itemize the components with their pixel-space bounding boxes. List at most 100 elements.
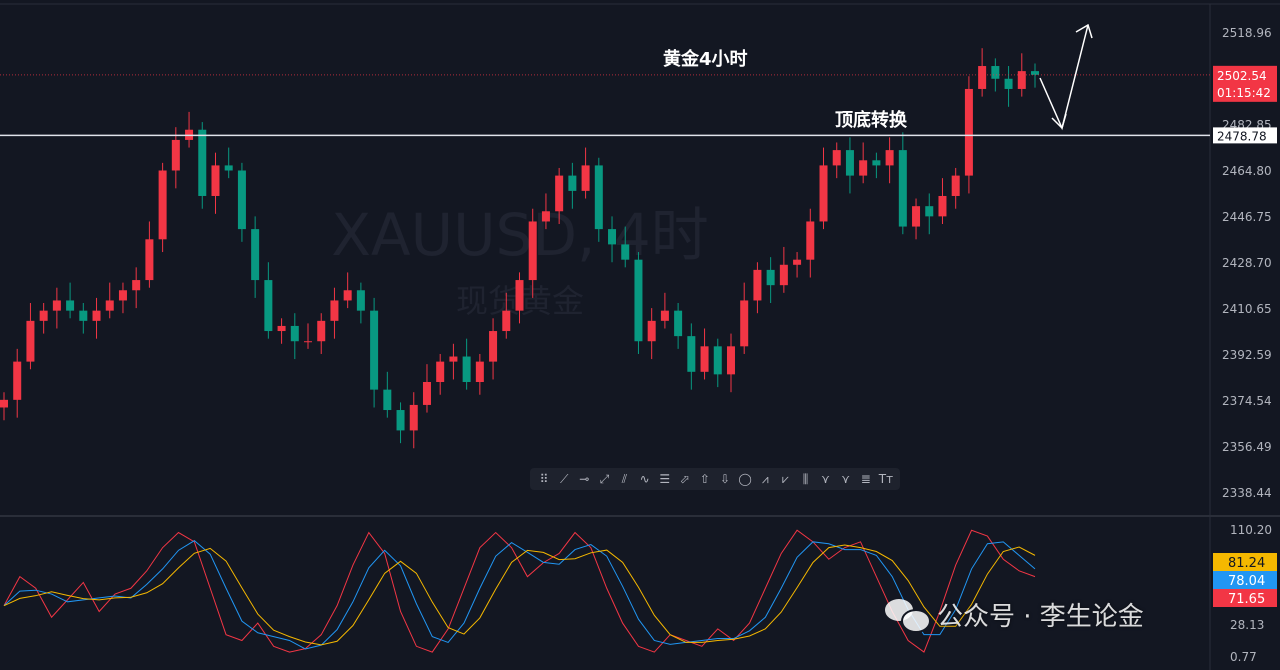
candle-body bbox=[713, 346, 722, 375]
price-tick-label: 2518.96 bbox=[1222, 26, 1272, 40]
candle-body bbox=[13, 361, 22, 400]
oscillator-value-red: 71.65 bbox=[1228, 592, 1265, 607]
candle-body bbox=[647, 320, 656, 342]
text-icon[interactable]: Tт bbox=[878, 472, 894, 486]
oscillator-value-yellow: 81.24 bbox=[1228, 556, 1265, 571]
date-range-icon[interactable]: ☰ bbox=[659, 472, 671, 486]
candle-body bbox=[317, 320, 326, 342]
horizontal-ray-icon[interactable]: ⊸ bbox=[579, 472, 590, 486]
candle-body bbox=[475, 361, 484, 383]
countdown-label: 01:15:42 bbox=[1217, 86, 1271, 100]
candle-body bbox=[898, 150, 907, 227]
xabcd-icon[interactable]: ⋎ bbox=[821, 472, 830, 486]
candle-body bbox=[938, 195, 947, 217]
short-position-icon[interactable]: ⩗ bbox=[781, 471, 789, 486]
candle-body bbox=[925, 206, 934, 217]
candle-body bbox=[237, 170, 246, 230]
wechat-icon bbox=[885, 597, 931, 633]
fib-retracement-icon[interactable]: ≣ bbox=[860, 472, 871, 486]
candle-body bbox=[1017, 71, 1026, 89]
oscillator-badge-yellow bbox=[1213, 553, 1277, 571]
candle-body bbox=[118, 290, 127, 301]
candle-body bbox=[594, 165, 603, 230]
arrow-marker-icon[interactable]: ⬀ bbox=[679, 472, 690, 486]
candle-body bbox=[885, 150, 894, 166]
candle-body bbox=[608, 229, 617, 245]
candle-body bbox=[79, 310, 88, 321]
extended-line-icon[interactable]: ⤢ bbox=[599, 471, 610, 486]
arrow-up-icon[interactable]: ⇧ bbox=[699, 472, 710, 486]
wechat-watermark: 公众号 · 李生论金 bbox=[885, 596, 1144, 633]
candle-body bbox=[105, 300, 114, 311]
candle-body bbox=[740, 300, 749, 347]
candle-body bbox=[1031, 71, 1039, 75]
oscillator-line-blue bbox=[3, 540, 1036, 650]
bars-pattern-icon[interactable]: ⫼ bbox=[802, 471, 809, 486]
candle-body bbox=[343, 290, 352, 301]
candle-body bbox=[819, 165, 828, 222]
candle-body bbox=[779, 264, 788, 286]
abcd-icon[interactable]: ⋎ bbox=[841, 472, 851, 486]
arrow-down-icon[interactable]: ⇩ bbox=[720, 472, 731, 486]
candle-body bbox=[964, 88, 973, 176]
candle-body bbox=[356, 290, 365, 311]
price-tick-label: 2446.75 bbox=[1222, 210, 1272, 224]
candle-body bbox=[264, 280, 273, 332]
price-tick-label: 2392.59 bbox=[1222, 348, 1272, 362]
watermark-text: 公众号 · 李生论金 bbox=[937, 602, 1144, 632]
candle-body bbox=[634, 259, 643, 342]
candle-body bbox=[0, 399, 8, 408]
oscillator-tick-label: 0.77 bbox=[1230, 650, 1257, 664]
candle-body bbox=[687, 336, 696, 372]
ellipse-icon[interactable]: ◯ bbox=[738, 472, 752, 486]
candle-body bbox=[211, 165, 220, 196]
candle-body bbox=[370, 310, 379, 390]
current-price-label: 2502.54 bbox=[1217, 69, 1267, 83]
candle-body bbox=[396, 410, 405, 431]
price-tick-label: 2428.70 bbox=[1222, 256, 1272, 270]
price-tick-label: 2410.65 bbox=[1222, 302, 1272, 316]
candle-body bbox=[290, 325, 299, 342]
oscillator-value-blue: 78.04 bbox=[1228, 574, 1265, 589]
drag-icon[interactable]: ⠿ bbox=[539, 472, 549, 486]
candle-body bbox=[39, 310, 48, 321]
candle-body bbox=[449, 356, 458, 362]
candle-body bbox=[1004, 78, 1013, 89]
current-price-badge bbox=[1213, 65, 1277, 102]
oscillator-badge-red bbox=[1213, 589, 1277, 607]
candle-body bbox=[145, 239, 154, 281]
candle-body bbox=[515, 280, 524, 311]
symbol-watermark: XAUUSD, 4时 bbox=[331, 201, 709, 269]
candle-body bbox=[92, 310, 101, 321]
parallel-channel-icon[interactable]: ⫽ bbox=[621, 471, 628, 486]
long-position-icon[interactable]: ⩘ bbox=[761, 471, 769, 486]
trend-line-icon[interactable]: ⟋ bbox=[559, 471, 569, 486]
price-tick-label: 2356.49 bbox=[1222, 440, 1272, 454]
candle-body bbox=[912, 206, 921, 227]
candle-body bbox=[660, 310, 669, 321]
candle-body bbox=[383, 389, 392, 411]
chart-title: 黄金4小时 bbox=[663, 48, 748, 70]
candle-body bbox=[541, 211, 550, 222]
candle-body bbox=[158, 170, 167, 240]
candle-body bbox=[753, 269, 762, 301]
candle-body bbox=[132, 280, 141, 291]
candle-body bbox=[978, 66, 987, 89]
candle-body bbox=[277, 325, 286, 332]
candle-body bbox=[845, 150, 854, 176]
polyline-icon[interactable]: ∿ bbox=[639, 472, 650, 486]
candle-body bbox=[52, 300, 61, 311]
candle-body bbox=[409, 404, 418, 431]
candle-body bbox=[674, 310, 683, 337]
candle-body bbox=[304, 341, 313, 343]
candle-body bbox=[489, 331, 498, 362]
oscillator-tick-label: 110.20 bbox=[1230, 523, 1272, 537]
candle-body bbox=[436, 361, 445, 383]
candle-body bbox=[251, 229, 260, 281]
candle-body bbox=[991, 66, 1000, 79]
oscillator-line-yellow bbox=[3, 544, 1036, 646]
horizontal-line-price: 2478.78 bbox=[1217, 129, 1267, 143]
candle-body bbox=[224, 165, 233, 171]
arrow-head-down bbox=[1051, 113, 1067, 130]
